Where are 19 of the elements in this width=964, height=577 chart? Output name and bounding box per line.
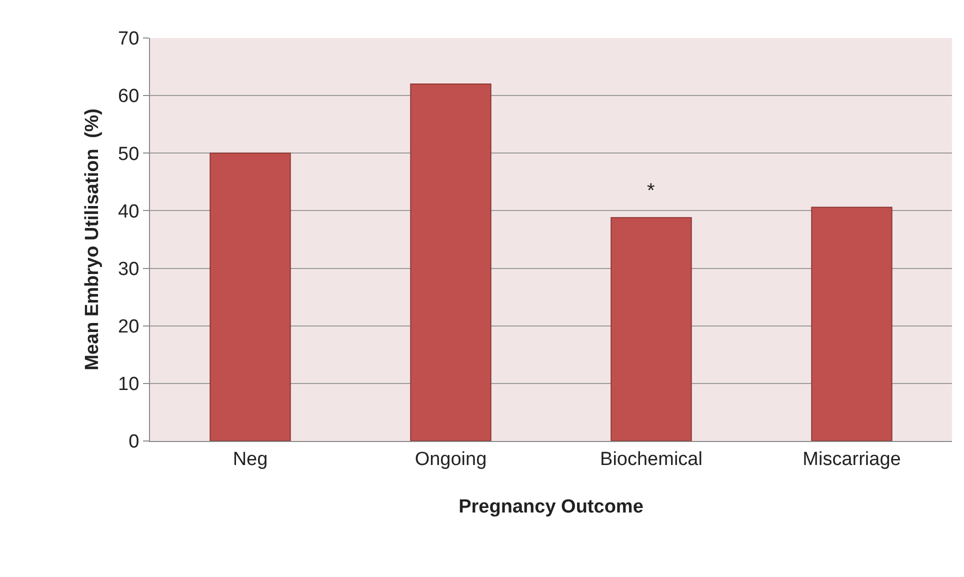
- y-tick-label: 0: [128, 432, 140, 453]
- y-axis-title: Mean Embryo Utilisation (%): [82, 108, 103, 370]
- y-tick-label: 10: [118, 374, 140, 396]
- x-tick-label: Neg: [232, 448, 268, 470]
- x-tick-label: Ongoing: [414, 448, 487, 470]
- y-tick-label: 20: [118, 316, 140, 338]
- y-tick-label: 50: [118, 144, 140, 165]
- x-axis-title: Pregnancy Outcome: [458, 496, 644, 518]
- annotation: *: [647, 180, 655, 202]
- y-tick-label: 60: [118, 86, 140, 108]
- y-tick-label: 40: [118, 201, 140, 222]
- bar: [410, 84, 492, 441]
- x-tick-label: Biochemical: [600, 448, 702, 470]
- bar: [210, 152, 291, 441]
- bar: [811, 206, 892, 441]
- bar: [610, 217, 692, 441]
- y-tick-label: 30: [118, 258, 140, 280]
- x-tick-label: Miscarriage: [802, 448, 901, 470]
- y-tick-label: 70: [118, 28, 140, 50]
